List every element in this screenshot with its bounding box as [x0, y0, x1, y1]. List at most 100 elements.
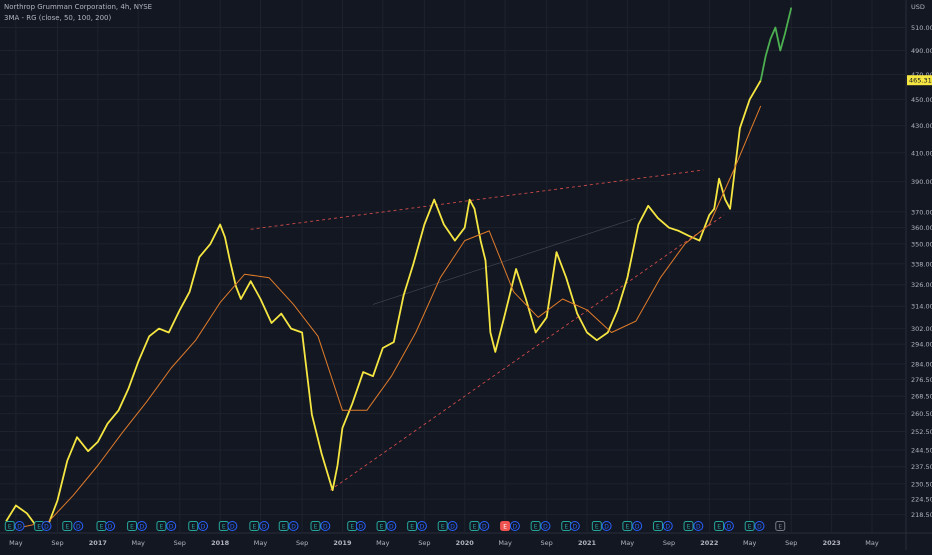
dividend-badge	[227, 521, 238, 531]
event-badge-label: D	[291, 523, 296, 530]
dividend-badge	[41, 521, 52, 531]
event-badge-label: D	[513, 523, 518, 530]
series-moving-average	[24, 105, 762, 528]
earnings-badge	[683, 521, 694, 531]
event-badge-label: E	[65, 523, 69, 530]
trendline-support	[329, 214, 725, 491]
earnings-badge	[652, 521, 663, 531]
earnings-badge	[469, 521, 480, 531]
dividend-badge	[601, 521, 612, 531]
event-badge-label: D	[604, 523, 609, 530]
y-tick-label: 230.50	[911, 480, 932, 488]
event-badge-label: D	[169, 523, 174, 530]
series-price	[5, 80, 762, 531]
dividend-badge	[73, 521, 84, 531]
currency-label: USD	[911, 3, 925, 11]
earnings-badge	[500, 521, 511, 531]
indicator-label[interactable]: 3MA - RG (close, 50, 100, 200)	[4, 14, 112, 22]
event-badge-label: E	[100, 523, 104, 530]
x-tick-label: 2020	[456, 539, 475, 547]
y-tick-label: 237.50	[911, 463, 932, 471]
event-badge-label: E	[687, 523, 691, 530]
event-badge-label: D	[635, 523, 640, 530]
x-tick-label: 2019	[333, 539, 352, 547]
y-tick-label: 490.00	[911, 47, 932, 55]
event-badge-label: D	[727, 523, 732, 530]
x-tick-label: 2018	[211, 539, 230, 547]
event-badge-label: E	[252, 523, 256, 530]
y-tick-label: 302.00	[911, 325, 932, 333]
x-tick-label: Sep	[541, 539, 553, 547]
y-tick-label: 390.00	[911, 178, 932, 186]
x-tick-label: 2023	[823, 539, 841, 547]
earnings-badge	[188, 521, 199, 531]
dividend-badge	[569, 521, 580, 531]
x-tick-label: Sep	[663, 539, 675, 547]
dividend-badge	[693, 521, 704, 531]
x-tick-label: Sep	[785, 539, 797, 547]
dividend-badge	[416, 521, 427, 531]
earnings-badge	[530, 521, 541, 531]
dividend-badge	[662, 521, 673, 531]
event-badge-label: E	[350, 523, 354, 530]
event-badge-label: E	[441, 523, 445, 530]
earnings-badge	[4, 521, 15, 531]
x-tick-label: Sep	[174, 539, 186, 547]
x-tick-label: 2021	[578, 539, 597, 547]
dividend-badge	[105, 521, 116, 531]
event-badge-label: E	[473, 523, 477, 530]
y-tick-label: 510.00	[911, 24, 932, 32]
x-tick-label: 2022	[700, 539, 718, 547]
event-badge-label: E	[191, 523, 195, 530]
dividend-badge	[754, 521, 765, 531]
x-tick-label: May	[743, 539, 757, 547]
earnings-badge	[249, 521, 260, 531]
x-tick-label: Sep	[51, 539, 63, 547]
event-badge-label: E	[410, 523, 414, 530]
dividend-badge	[14, 521, 25, 531]
dividend-badge	[540, 521, 551, 531]
y-tick-label: 326.00	[911, 281, 932, 289]
dividend-badge	[320, 521, 331, 531]
y-tick-label: 244.50	[911, 447, 932, 455]
event-badge-label: D	[482, 523, 487, 530]
y-tick-label: 360.00	[911, 224, 932, 232]
earnings-badge	[156, 521, 167, 531]
earnings-badge	[591, 521, 602, 531]
dividend-badge	[447, 521, 458, 531]
event-badge-label: D	[389, 523, 394, 530]
earnings-badge	[62, 521, 73, 531]
event-badge-label: D	[76, 523, 81, 530]
event-badge-label: D	[665, 523, 670, 530]
event-badge-label: E	[656, 523, 660, 530]
trendline-resistance	[250, 169, 704, 230]
earnings-badge	[310, 521, 321, 531]
event-badge-label: D	[201, 523, 206, 530]
last-price-badge	[907, 75, 932, 86]
y-tick-label: 314.00	[911, 303, 932, 311]
y-tick-label: 284.00	[911, 360, 932, 368]
dividend-badge	[509, 521, 520, 531]
y-tick-label: 260.50	[911, 410, 932, 418]
earnings-badge	[744, 521, 755, 531]
last-price-label: 465.31	[909, 77, 932, 85]
event-badge-label: E	[748, 523, 752, 530]
x-tick-label: May	[498, 539, 512, 547]
y-tick-label: 430.00	[911, 122, 932, 130]
event-badge-label: D	[572, 523, 577, 530]
y-tick-label: 276.50	[911, 376, 932, 384]
y-tick-label: 294.00	[911, 341, 932, 349]
event-badge-label: D	[450, 523, 455, 530]
earnings-badge	[775, 521, 786, 531]
event-badge-label: D	[696, 523, 701, 530]
dividend-badge	[723, 521, 734, 531]
earnings-badge	[714, 521, 725, 531]
x-tick-label: May	[131, 539, 145, 547]
x-tick-label: Sep	[296, 539, 308, 547]
y-tick-label: 224.50	[911, 496, 932, 504]
series-price-recent	[759, 7, 793, 81]
x-tick-label: May	[9, 539, 23, 547]
